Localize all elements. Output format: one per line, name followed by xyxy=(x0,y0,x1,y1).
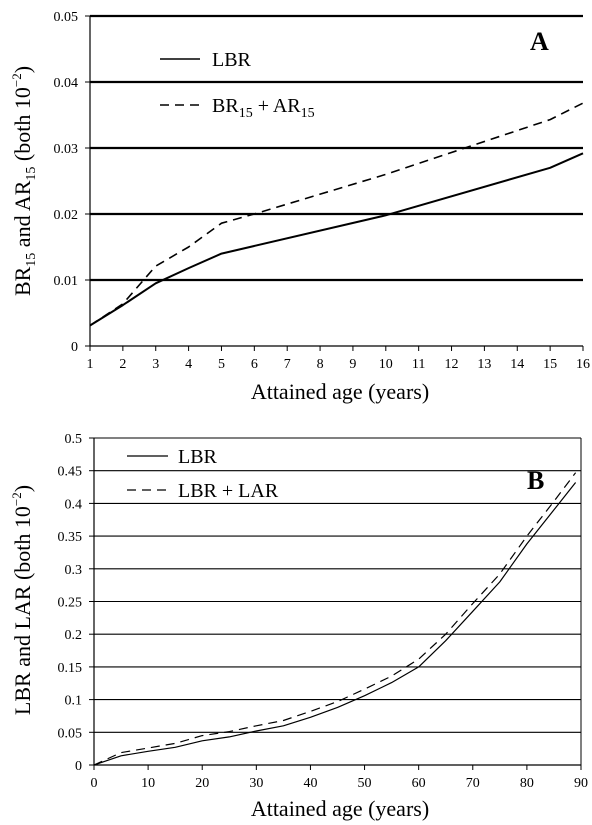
panel-b-y-tick-label: 0 xyxy=(75,759,82,774)
panel-b-x-ticks: 0 10 20 30 40 50 60 70 80 90 xyxy=(91,776,589,791)
panel-a-y-tick-label: 0.04 xyxy=(54,76,79,91)
panel-b-x-tick-label: 20 xyxy=(195,776,209,791)
panel-a-legend: LBR BR15 + AR15 xyxy=(160,49,315,121)
panel-b-y-tick-label: 0.5 xyxy=(65,432,83,447)
panel-a: 1 2 3 4 5 6 7 8 9 10 11 12 13 14 15 16 00.010.020.030.0… xyxy=(9,10,590,404)
panel-a-y-tick-label: 0.02 xyxy=(54,208,79,223)
panel-a-x-tick-label: 15 xyxy=(543,357,557,372)
panel-b-series-solid-line xyxy=(93,482,577,766)
panel-a-y-ticks: 0 0.01 0.02 0.03 0.04 0.05 xyxy=(54,10,79,355)
panel-a-x-axis-label: Attained age (years) xyxy=(251,379,429,404)
panel-a-y-tick-label: 0.01 xyxy=(54,274,79,289)
panel-a-y-tick-label: 0.05 xyxy=(54,10,79,25)
legend-b-lbr-lar-label: LBR + LAR xyxy=(178,480,279,502)
panel-b-y-ticks: 0 0.05 0.1 0.15 0.2 0.25 0.3 0.35 0.4 0.45 0.5 xyxy=(58,432,83,774)
panel-b-x-tick-label: 60 xyxy=(412,776,426,791)
panel-a-letter: A xyxy=(530,27,549,56)
panel-a-series xyxy=(89,102,584,327)
panel-b-x-tick-label: 0 xyxy=(91,776,98,791)
panel-a-x-tick-label: 11 xyxy=(412,357,425,372)
panel-b-x-tick-label: 90 xyxy=(574,776,588,791)
panel-b-y-tick-label: 0.35 xyxy=(58,530,83,545)
panel-b-y-tick-label: 0.05 xyxy=(58,726,83,741)
panel-b-y-tick-label: 0.25 xyxy=(58,596,83,611)
panel-b-y-tick-label: 0.1 xyxy=(65,694,83,709)
panel-a-x-tick-label: 7 xyxy=(284,357,291,372)
panel-a-x-tick-label: 10 xyxy=(379,357,393,372)
panel-a-series-solid-line xyxy=(89,152,584,327)
panel-b-series-dashed-line xyxy=(93,472,577,766)
panel-b-series xyxy=(93,472,577,766)
panel-b-y-tick-label: 0.45 xyxy=(58,465,83,480)
panel-a-x-tick-label: 12 xyxy=(445,357,459,372)
legend-b-lbr-label: LBR xyxy=(178,446,218,468)
panel-a-x-ticks: 1 2 3 4 5 6 7 8 9 10 11 12 13 14 15 16 xyxy=(87,357,591,372)
panel-a-x-tick-label: 2 xyxy=(119,357,126,372)
panel-a-x-tick-label: 6 xyxy=(251,357,258,372)
legend-a-brar-label: BR15 + AR15 xyxy=(212,95,315,121)
panel-b-legend: LBR LBR + LAR xyxy=(127,446,279,502)
panel-b-x-tick-label: 70 xyxy=(466,776,480,791)
panel-b-letter: B xyxy=(527,466,544,495)
panel-a-axes xyxy=(85,15,584,351)
panel-b-x-tick-label: 80 xyxy=(520,776,534,791)
panel-b-y-tick-label: 0.4 xyxy=(65,497,83,512)
panel-a-x-tick-label: 4 xyxy=(185,357,192,372)
panel-a-x-tick-label: 13 xyxy=(477,357,491,372)
panel-a-x-tick-label: 1 xyxy=(87,357,94,372)
panel-a-grid xyxy=(90,14,583,282)
panel-b-y-tick-label: 0.3 xyxy=(65,563,83,578)
panel-a-x-tick-label: 16 xyxy=(576,357,590,372)
panel-b-x-tick-label: 40 xyxy=(303,776,317,791)
panel-a-y-tick-label: 0 xyxy=(71,340,78,355)
panel-a-x-tick-label: 8 xyxy=(317,357,324,372)
panel-b-x-axis-label: Attained age (years) xyxy=(251,796,429,821)
panel-a-x-tick-label: 5 xyxy=(218,357,225,372)
panel-b-x-tick-label: 10 xyxy=(141,776,155,791)
panel-a-x-tick-label: 9 xyxy=(349,357,356,372)
panel-a-x-tick-label: 14 xyxy=(510,357,524,372)
panel-b-y-axis-label: LBR and LAR (both 10−2) xyxy=(9,485,35,715)
panel-b-axes xyxy=(89,437,582,770)
panel-b-x-tick-label: 30 xyxy=(249,776,263,791)
panel-b-y-tick-label: 0.15 xyxy=(58,661,83,676)
panel-b-x-tick-label: 50 xyxy=(358,776,372,791)
legend-a-lbr-label: LBR xyxy=(212,49,252,71)
panel-a-y-axis-label: BR15 and AR15 (both 10−2) xyxy=(9,66,39,296)
panel-b-y-tick-label: 0.2 xyxy=(65,628,83,643)
panel-a-series-dashed-line xyxy=(89,102,584,327)
panel-a-x-tick-label: 3 xyxy=(152,357,159,372)
panel-b-grid xyxy=(94,437,581,733)
panel-a-y-tick-label: 0.03 xyxy=(54,142,79,157)
panel-b: 0 10 20 30 40 50 60 70 80 90 00.050.10.150.20.250… xyxy=(9,432,588,821)
